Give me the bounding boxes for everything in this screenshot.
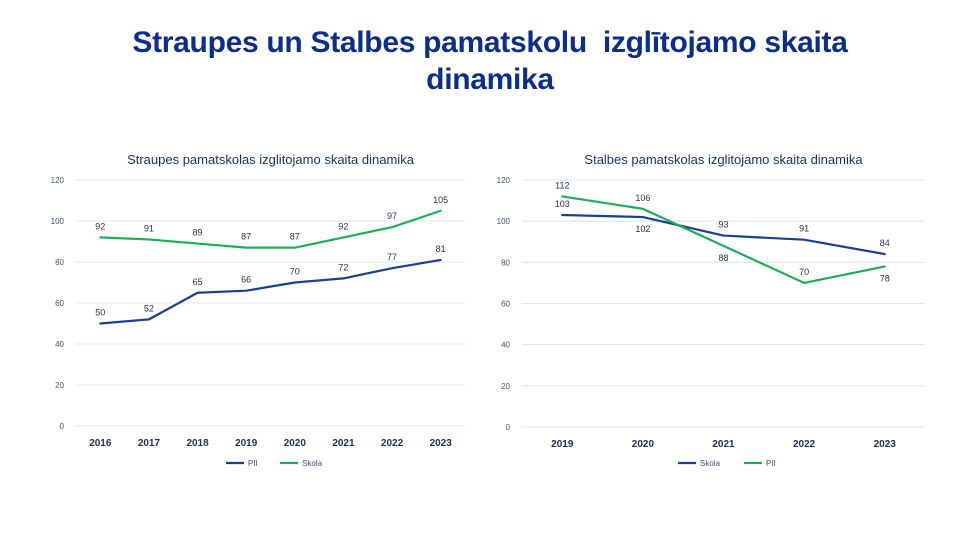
- data-label: 91: [144, 223, 154, 233]
- y-tick-label: 60: [501, 300, 510, 309]
- x-tick-label: 2019: [235, 438, 258, 449]
- data-label: 65: [193, 277, 203, 287]
- data-label: 70: [799, 267, 809, 277]
- straupes-chart: Straupes pamatskolas izglitojamo skaita …: [51, 152, 465, 468]
- y-tick-label: 40: [501, 341, 510, 350]
- legend-label: PII: [766, 459, 776, 468]
- chart-title: Stalbes pamatskolas izglitojamo skaita d…: [584, 152, 863, 167]
- data-label: 87: [241, 232, 251, 242]
- legend-label: PII: [248, 459, 258, 468]
- x-tick-label: 2019: [551, 439, 574, 450]
- data-label: 70: [290, 267, 300, 277]
- stalbes-chart: Stalbes pamatskolas izglitojamo skaita d…: [497, 152, 925, 468]
- y-tick-label: 0: [506, 423, 511, 432]
- legend-label: Skola: [302, 459, 323, 468]
- y-tick-label: 120: [497, 176, 511, 185]
- data-label: 102: [635, 224, 650, 234]
- data-label: 50: [95, 308, 105, 318]
- y-tick-label: 0: [60, 422, 65, 431]
- data-label: 87: [290, 232, 300, 242]
- y-tick-label: 20: [501, 382, 510, 391]
- data-label: 103: [555, 199, 570, 209]
- y-tick-label: 20: [55, 381, 64, 390]
- series-line-skola: [561, 213, 886, 256]
- page-title-line-2: dinamika: [426, 63, 554, 96]
- data-label: 66: [241, 275, 251, 285]
- x-tick-label: 2023: [874, 439, 897, 450]
- y-tick-label: 60: [55, 299, 64, 308]
- series-line-skola: [99, 209, 442, 249]
- data-label: 77: [387, 252, 397, 262]
- data-label: 89: [193, 228, 203, 238]
- x-tick-label: 2020: [632, 439, 655, 450]
- data-label: 91: [799, 224, 809, 234]
- y-tick-label: 120: [51, 176, 65, 185]
- x-tick-label: 2021: [712, 439, 735, 450]
- x-tick-label: 2021: [332, 438, 355, 449]
- data-label: 105: [433, 195, 448, 205]
- data-label: 97: [387, 211, 397, 221]
- data-label: 92: [338, 221, 348, 231]
- chart-title: Straupes pamatskolas izglitojamo skaita …: [127, 152, 415, 167]
- data-label: 106: [635, 193, 650, 203]
- data-label: 52: [144, 303, 154, 313]
- data-label: 78: [880, 273, 890, 283]
- x-tick-label: 2018: [186, 438, 209, 449]
- x-tick-label: 2022: [381, 438, 404, 449]
- data-label: 72: [338, 262, 348, 272]
- data-label: 93: [718, 220, 728, 230]
- data-label: 112: [555, 180, 569, 190]
- y-tick-label: 100: [497, 217, 511, 226]
- legend-label: Skola: [700, 459, 721, 468]
- y-tick-label: 80: [501, 258, 510, 267]
- page-title-line-1: Straupes un Stalbes pamatskolu izglītoja…: [132, 26, 848, 59]
- x-tick-label: 2023: [430, 438, 453, 449]
- x-tick-label: 2016: [89, 438, 112, 449]
- data-label: 88: [718, 253, 728, 263]
- series-line-pii: [561, 195, 886, 285]
- series-line-pii: [99, 258, 442, 325]
- x-tick-label: 2017: [138, 438, 161, 449]
- page-title: Straupes un Stalbes pamatskolu izglītoja…: [0, 24, 980, 98]
- y-tick-label: 40: [55, 340, 64, 349]
- data-label: 84: [880, 238, 890, 248]
- y-tick-label: 80: [55, 258, 64, 267]
- y-tick-label: 100: [51, 217, 65, 226]
- x-tick-label: 2022: [793, 439, 816, 450]
- data-label: 92: [95, 221, 105, 231]
- data-label: 81: [436, 244, 446, 254]
- x-tick-label: 2020: [284, 438, 307, 449]
